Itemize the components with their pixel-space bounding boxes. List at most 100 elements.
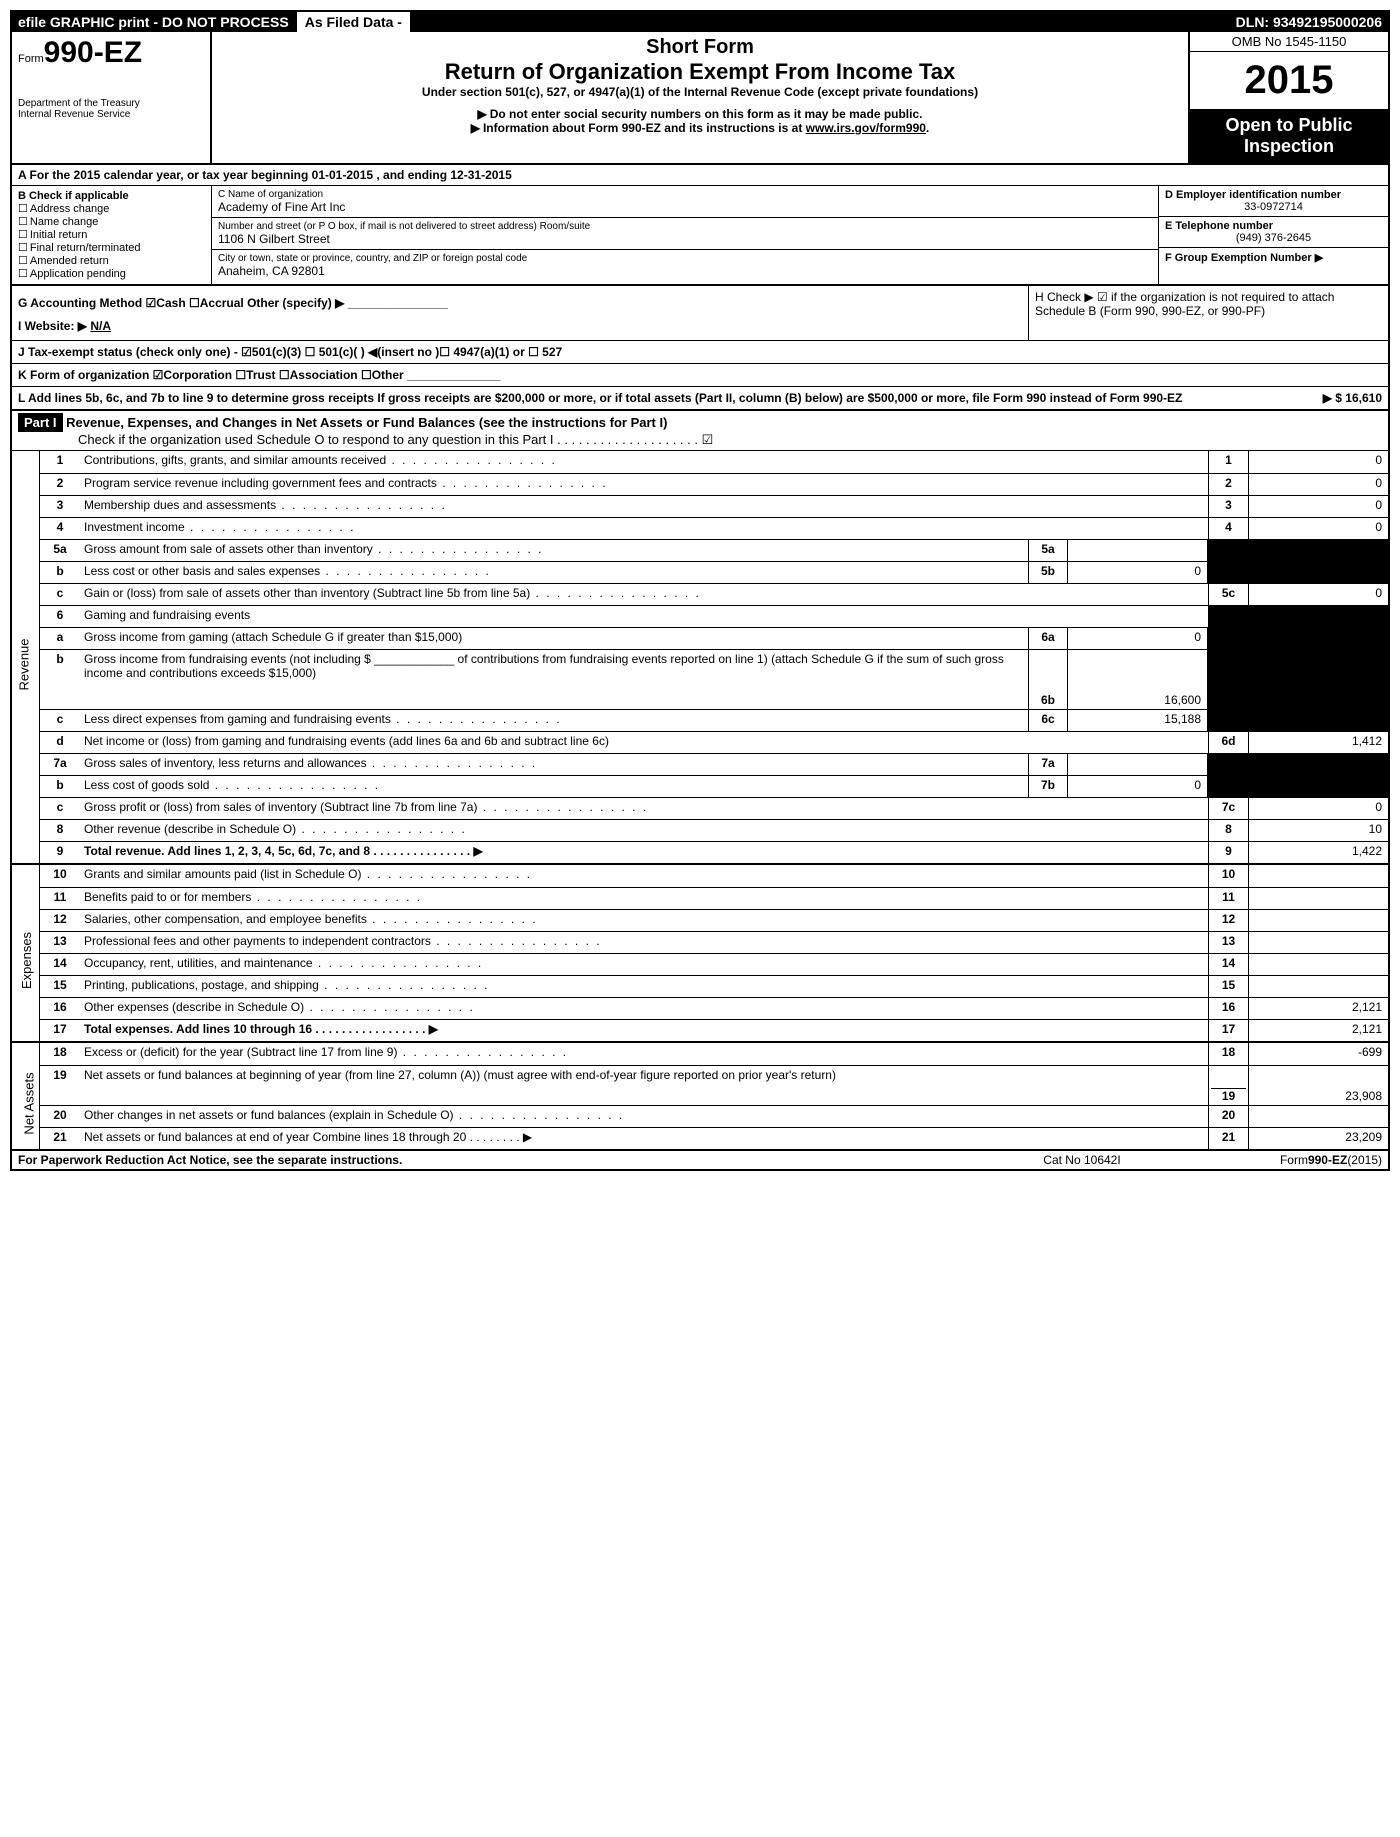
- expenses-rows: 10 Grants and similar amounts paid (list…: [40, 865, 1388, 1041]
- line-21: 21 Net assets or fund balances at end of…: [40, 1127, 1388, 1149]
- part-i-label: Part I: [18, 413, 63, 432]
- form-number: 990-EZ: [44, 36, 142, 69]
- tel-label: E Telephone number: [1165, 220, 1382, 232]
- irs-link[interactable]: www.irs.gov/form990: [806, 121, 926, 135]
- row-a-tax-year: A For the 2015 calendar year, or tax yea…: [12, 165, 1388, 186]
- col-d-numbers: D Employer identification number 33-0972…: [1158, 186, 1388, 284]
- info-link-line: Information about Form 990-EZ and its in…: [220, 121, 1180, 135]
- tel-value: (949) 376-2645: [1165, 232, 1382, 244]
- line-17: 17 Total expenses. Add lines 10 through …: [40, 1019, 1388, 1041]
- revenue-side-label: Revenue: [12, 451, 40, 863]
- org-name-label: C Name of organization: [218, 189, 1152, 200]
- revenue-section: Revenue 1 Contributions, gifts, grants, …: [12, 451, 1388, 865]
- form-prefix: Form: [18, 53, 44, 65]
- line-6c: c Less direct expenses from gaming and f…: [40, 709, 1388, 731]
- line-19: 19 Net assets or fund balances at beginn…: [40, 1065, 1388, 1105]
- city-value: Anaheim, CA 92801: [218, 264, 1152, 278]
- line-7a: 7a Gross sales of inventory, less return…: [40, 753, 1388, 775]
- line-5b: b Less cost or other basis and sales exp…: [40, 561, 1388, 583]
- irs-label: Internal Revenue Service: [18, 109, 204, 120]
- col-h-right: H Check ▶ ☑ if the organization is not r…: [1028, 286, 1388, 340]
- line-6: 6 Gaming and fundraising events: [40, 605, 1388, 627]
- col-b-checkboxes: B Check if applicable Address change Nam…: [12, 186, 212, 284]
- dept-treasury: Department of the Treasury: [18, 98, 204, 109]
- ein-label: D Employer identification number: [1165, 189, 1382, 201]
- line-8: 8 Other revenue (describe in Schedule O)…: [40, 819, 1388, 841]
- col-b-heading: B Check if applicable: [18, 190, 205, 202]
- ein-value: 33-0972714: [1165, 201, 1382, 213]
- part-i-check: Check if the organization used Schedule …: [18, 432, 1382, 448]
- line-2: 2 Program service revenue including gove…: [40, 473, 1388, 495]
- street-label: Number and street (or P O box, if mail i…: [218, 221, 1152, 232]
- col-c-org-info: C Name of organization Academy of Fine A…: [212, 186, 1158, 284]
- omb-number: OMB No 1545-1150: [1190, 32, 1388, 52]
- line-13: 13 Professional fees and other payments …: [40, 931, 1388, 953]
- cat-no: Cat No 10642I: [982, 1153, 1182, 1167]
- part-i-title: Revenue, Expenses, and Changes in Net As…: [66, 415, 667, 430]
- line-4: 4 Investment income 4 0: [40, 517, 1388, 539]
- website-value: N/A: [90, 319, 111, 333]
- chk-final-return[interactable]: Final return/terminated: [18, 241, 205, 254]
- line-20: 20 Other changes in net assets or fund b…: [40, 1105, 1388, 1127]
- tax-year: 2015: [1190, 52, 1388, 109]
- ein-box: D Employer identification number 33-0972…: [1159, 186, 1388, 217]
- line-7c: c Gross profit or (loss) from sales of i…: [40, 797, 1388, 819]
- line-15: 15 Printing, publications, postage, and …: [40, 975, 1388, 997]
- expenses-side-label: Expenses: [12, 865, 40, 1041]
- city-box: City or town, state or province, country…: [212, 250, 1158, 281]
- line-18: 18 Excess or (deficit) for the year (Sub…: [40, 1043, 1388, 1065]
- line-7b: b Less cost of goods sold 7b 0: [40, 775, 1388, 797]
- line-9: 9 Total revenue. Add lines 1, 2, 3, 4, 5…: [40, 841, 1388, 863]
- paperwork-notice: For Paperwork Reduction Act Notice, see …: [18, 1153, 982, 1167]
- net-assets-rows: 18 Excess or (deficit) for the year (Sub…: [40, 1043, 1388, 1149]
- line-5c: c Gain or (loss) from sale of assets oth…: [40, 583, 1388, 605]
- chk-initial-return[interactable]: Initial return: [18, 228, 205, 241]
- chk-name-change[interactable]: Name change: [18, 215, 205, 228]
- group-exemption-label: F Group Exemption Number ▶: [1165, 251, 1382, 264]
- row-gh: G Accounting Method ☑Cash ☐Accrual Other…: [12, 286, 1388, 341]
- group-exemption-box: F Group Exemption Number ▶: [1159, 248, 1388, 267]
- org-name: Academy of Fine Art Inc: [218, 200, 1152, 214]
- form-of-org: K Form of organization ☑Corporation ☐Tru…: [12, 364, 1388, 387]
- form-footer: For Paperwork Reduction Act Notice, see …: [12, 1149, 1388, 1169]
- row-l-text: L Add lines 5b, 6c, and 7b to line 9 to …: [18, 391, 1232, 405]
- street-value: 1106 N Gilbert Street: [218, 232, 1152, 246]
- section-bcd: B Check if applicable Address change Nam…: [12, 186, 1388, 286]
- line-6b: b Gross income from fundraising events (…: [40, 649, 1388, 709]
- chk-amended-return[interactable]: Amended return: [18, 254, 205, 267]
- header-right: OMB No 1545-1150 2015 Open to Public Ins…: [1188, 32, 1388, 163]
- chk-address-change[interactable]: Address change: [18, 202, 205, 215]
- line-12: 12 Salaries, other compensation, and emp…: [40, 909, 1388, 931]
- street-box: Number and street (or P O box, if mail i…: [212, 218, 1158, 250]
- form-title: Return of Organization Exempt From Incom…: [220, 59, 1180, 85]
- line-5a: 5a Gross amount from sale of assets othe…: [40, 539, 1388, 561]
- line-11: 11 Benefits paid to or for members 11: [40, 887, 1388, 909]
- under-section: Under section 501(c), 527, or 4947(a)(1)…: [220, 85, 1180, 99]
- row-l: L Add lines 5b, 6c, and 7b to line 9 to …: [12, 387, 1388, 411]
- line-6a: a Gross income from gaming (attach Sched…: [40, 627, 1388, 649]
- line-16: 16 Other expenses (describe in Schedule …: [40, 997, 1388, 1019]
- top-bar: efile GRAPHIC print - DO NOT PROCESS As …: [12, 12, 1388, 32]
- accounting-method: G Accounting Method ☑Cash ☐Accrual Other…: [18, 290, 1022, 316]
- form-id-footer: Form990-EZ(2015): [1182, 1153, 1382, 1167]
- row-l-amount: ▶ $ 16,610: [1232, 391, 1382, 405]
- header-left: Form990-EZ Department of the Treasury In…: [12, 32, 212, 163]
- chk-application-pending[interactable]: Application pending: [18, 267, 205, 280]
- net-assets-side-label: Net Assets: [12, 1043, 40, 1149]
- efile-notice: efile GRAPHIC print - DO NOT PROCESS: [12, 12, 295, 32]
- ssn-warning: Do not enter social security numbers on …: [220, 107, 1180, 121]
- line-6d: d Net income or (loss) from gaming and f…: [40, 731, 1388, 753]
- line-10: 10 Grants and similar amounts paid (list…: [40, 865, 1388, 887]
- open-to-public: Open to Public Inspection: [1190, 109, 1388, 163]
- header-mid: Short Form Return of Organization Exempt…: [212, 32, 1188, 163]
- dln-number: DLN: 93492195000206: [1230, 12, 1388, 32]
- tel-box: E Telephone number (949) 376-2645: [1159, 217, 1388, 248]
- as-filed-label: As Filed Data -: [295, 12, 412, 32]
- form-990ez: efile GRAPHIC print - DO NOT PROCESS As …: [10, 10, 1390, 1171]
- revenue-rows: 1 Contributions, gifts, grants, and simi…: [40, 451, 1388, 863]
- tax-exempt-status: J Tax-exempt status (check only one) - ☑…: [12, 341, 1388, 364]
- col-g-left: G Accounting Method ☑Cash ☐Accrual Other…: [12, 286, 1028, 340]
- expenses-section: Expenses 10 Grants and similar amounts p…: [12, 865, 1388, 1043]
- line-3: 3 Membership dues and assessments 3 0: [40, 495, 1388, 517]
- line-14: 14 Occupancy, rent, utilities, and maint…: [40, 953, 1388, 975]
